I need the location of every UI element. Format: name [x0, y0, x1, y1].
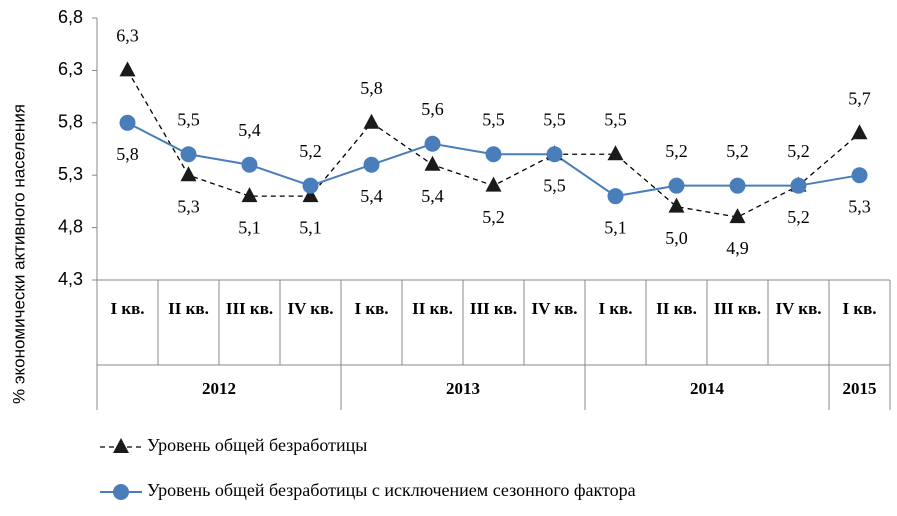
data-label: 5,3 — [848, 196, 871, 216]
point — [607, 188, 624, 205]
data-label: 5,7 — [848, 88, 871, 108]
y-tick-label: 6,3 — [58, 59, 83, 79]
x-tick-label: I кв. — [842, 299, 876, 318]
legend-marker — [113, 438, 129, 453]
x-tick-label: III кв. — [226, 299, 273, 318]
y-axis-label: % экономически активного населения — [9, 104, 28, 404]
data-label: 5,3 — [177, 196, 200, 216]
data-label: 5,5 — [543, 109, 566, 129]
x-tick-label: IV кв. — [775, 299, 821, 318]
data-label: 5,0 — [665, 228, 688, 248]
point — [485, 176, 502, 192]
x-tick-label: I кв. — [354, 299, 388, 318]
data-label: 5,5 — [604, 109, 627, 129]
y-tick-label: 5,3 — [58, 164, 83, 184]
data-label: 5,8 — [116, 144, 139, 164]
y-tick-label: 6,8 — [58, 7, 83, 27]
series-line — [126, 70, 860, 218]
x-tick-label: III кв. — [470, 299, 517, 318]
x-tick-label: II кв. — [656, 299, 697, 318]
point — [851, 167, 868, 184]
point — [119, 61, 136, 77]
data-label: 5,2 — [482, 207, 505, 227]
point — [485, 146, 502, 163]
legend-label: Уровень общей безработицы с исключением … — [147, 480, 636, 500]
data-label: 5,4 — [421, 186, 444, 206]
point — [363, 156, 380, 173]
data-label: 5,4 — [360, 186, 383, 206]
point — [180, 166, 197, 182]
legend-label: Уровень общей безработицы — [147, 435, 367, 455]
point — [546, 146, 563, 163]
point — [119, 114, 136, 131]
data-label: 5,1 — [604, 217, 627, 237]
data-label: 5,5 — [543, 175, 566, 195]
point — [790, 177, 807, 194]
data-label: 5,2 — [787, 141, 810, 161]
x-tick-label: II кв. — [168, 299, 209, 318]
point — [851, 124, 868, 140]
point — [241, 156, 258, 173]
x-tick-label: IV кв. — [531, 299, 577, 318]
x-group-label: 2015 — [843, 379, 877, 398]
point — [424, 155, 441, 171]
data-label: 5,2 — [787, 207, 810, 227]
y-tick-label: 5,8 — [58, 112, 83, 132]
data-label: 6,3 — [116, 26, 139, 46]
x-tick-label: I кв. — [110, 299, 144, 318]
point — [241, 187, 258, 203]
data-label: 5,2 — [726, 141, 749, 161]
x-group-label: 2013 — [446, 379, 480, 398]
point — [729, 177, 746, 194]
legend-marker — [113, 484, 129, 500]
point — [180, 146, 197, 163]
x-group-label: 2014 — [690, 379, 725, 398]
data-label: 5,6 — [421, 99, 444, 119]
point — [729, 208, 746, 224]
point — [668, 197, 685, 213]
point — [424, 135, 441, 152]
x-tick-label: II кв. — [412, 299, 453, 318]
point — [607, 145, 624, 161]
data-label: 5,2 — [665, 141, 688, 161]
point — [302, 187, 319, 203]
x-tick-label: III кв. — [714, 299, 761, 318]
data-label: 5,1 — [299, 217, 322, 237]
point — [302, 177, 319, 194]
data-label: 5,1 — [238, 217, 261, 237]
point — [363, 113, 380, 129]
y-tick-label: 4,8 — [58, 216, 83, 236]
data-label: 5,4 — [238, 120, 261, 140]
x-tick-label: IV кв. — [287, 299, 333, 318]
point — [668, 177, 685, 194]
data-label: 5,5 — [482, 109, 505, 129]
data-label: 5,8 — [360, 78, 383, 98]
y-tick-label: 4,3 — [58, 269, 83, 289]
x-tick-label: I кв. — [598, 299, 632, 318]
data-label: 5,5 — [177, 109, 200, 129]
data-label: 5,2 — [299, 141, 322, 161]
x-group-label: 2012 — [202, 379, 236, 398]
data-label: 4,9 — [726, 238, 749, 258]
